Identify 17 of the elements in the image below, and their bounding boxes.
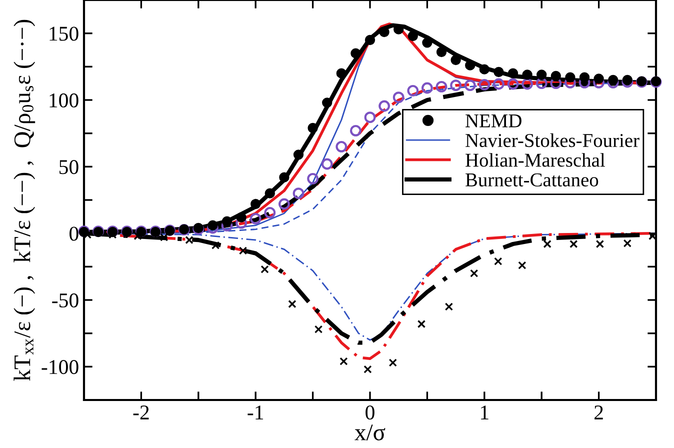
y-tick-label: 100: [50, 93, 78, 108]
x-axis-title: x/σ: [354, 424, 386, 440]
y-axis-title: kT$_{xx}$/ε (−) , kT/ε (−−) , Q/ρ$_{0}$u$_{s}$ε (−·−): [14, 20, 36, 381]
legend-label: Navier-Stokes-Fourier: [466, 133, 640, 148]
y-tick-label: -50: [52, 293, 78, 308]
y-tick-label: 50: [60, 160, 78, 174]
x-tick-label: -1: [248, 406, 264, 420]
y-tick-label: 150: [50, 26, 78, 41]
legend-label: Holian-Mareschal: [466, 153, 605, 167]
x-tick-label: 0: [366, 405, 374, 420]
x-tick-label: -2: [133, 406, 149, 420]
x-tick-label: 1: [481, 406, 488, 420]
y-tick-label: -100: [42, 360, 78, 374]
x-tick-label: 2: [594, 406, 603, 420]
y-tick-label: 0: [70, 226, 78, 241]
legend-label: Burnett-Cattaneo: [466, 173, 598, 186]
legend-label: NEMD: [466, 114, 522, 128]
